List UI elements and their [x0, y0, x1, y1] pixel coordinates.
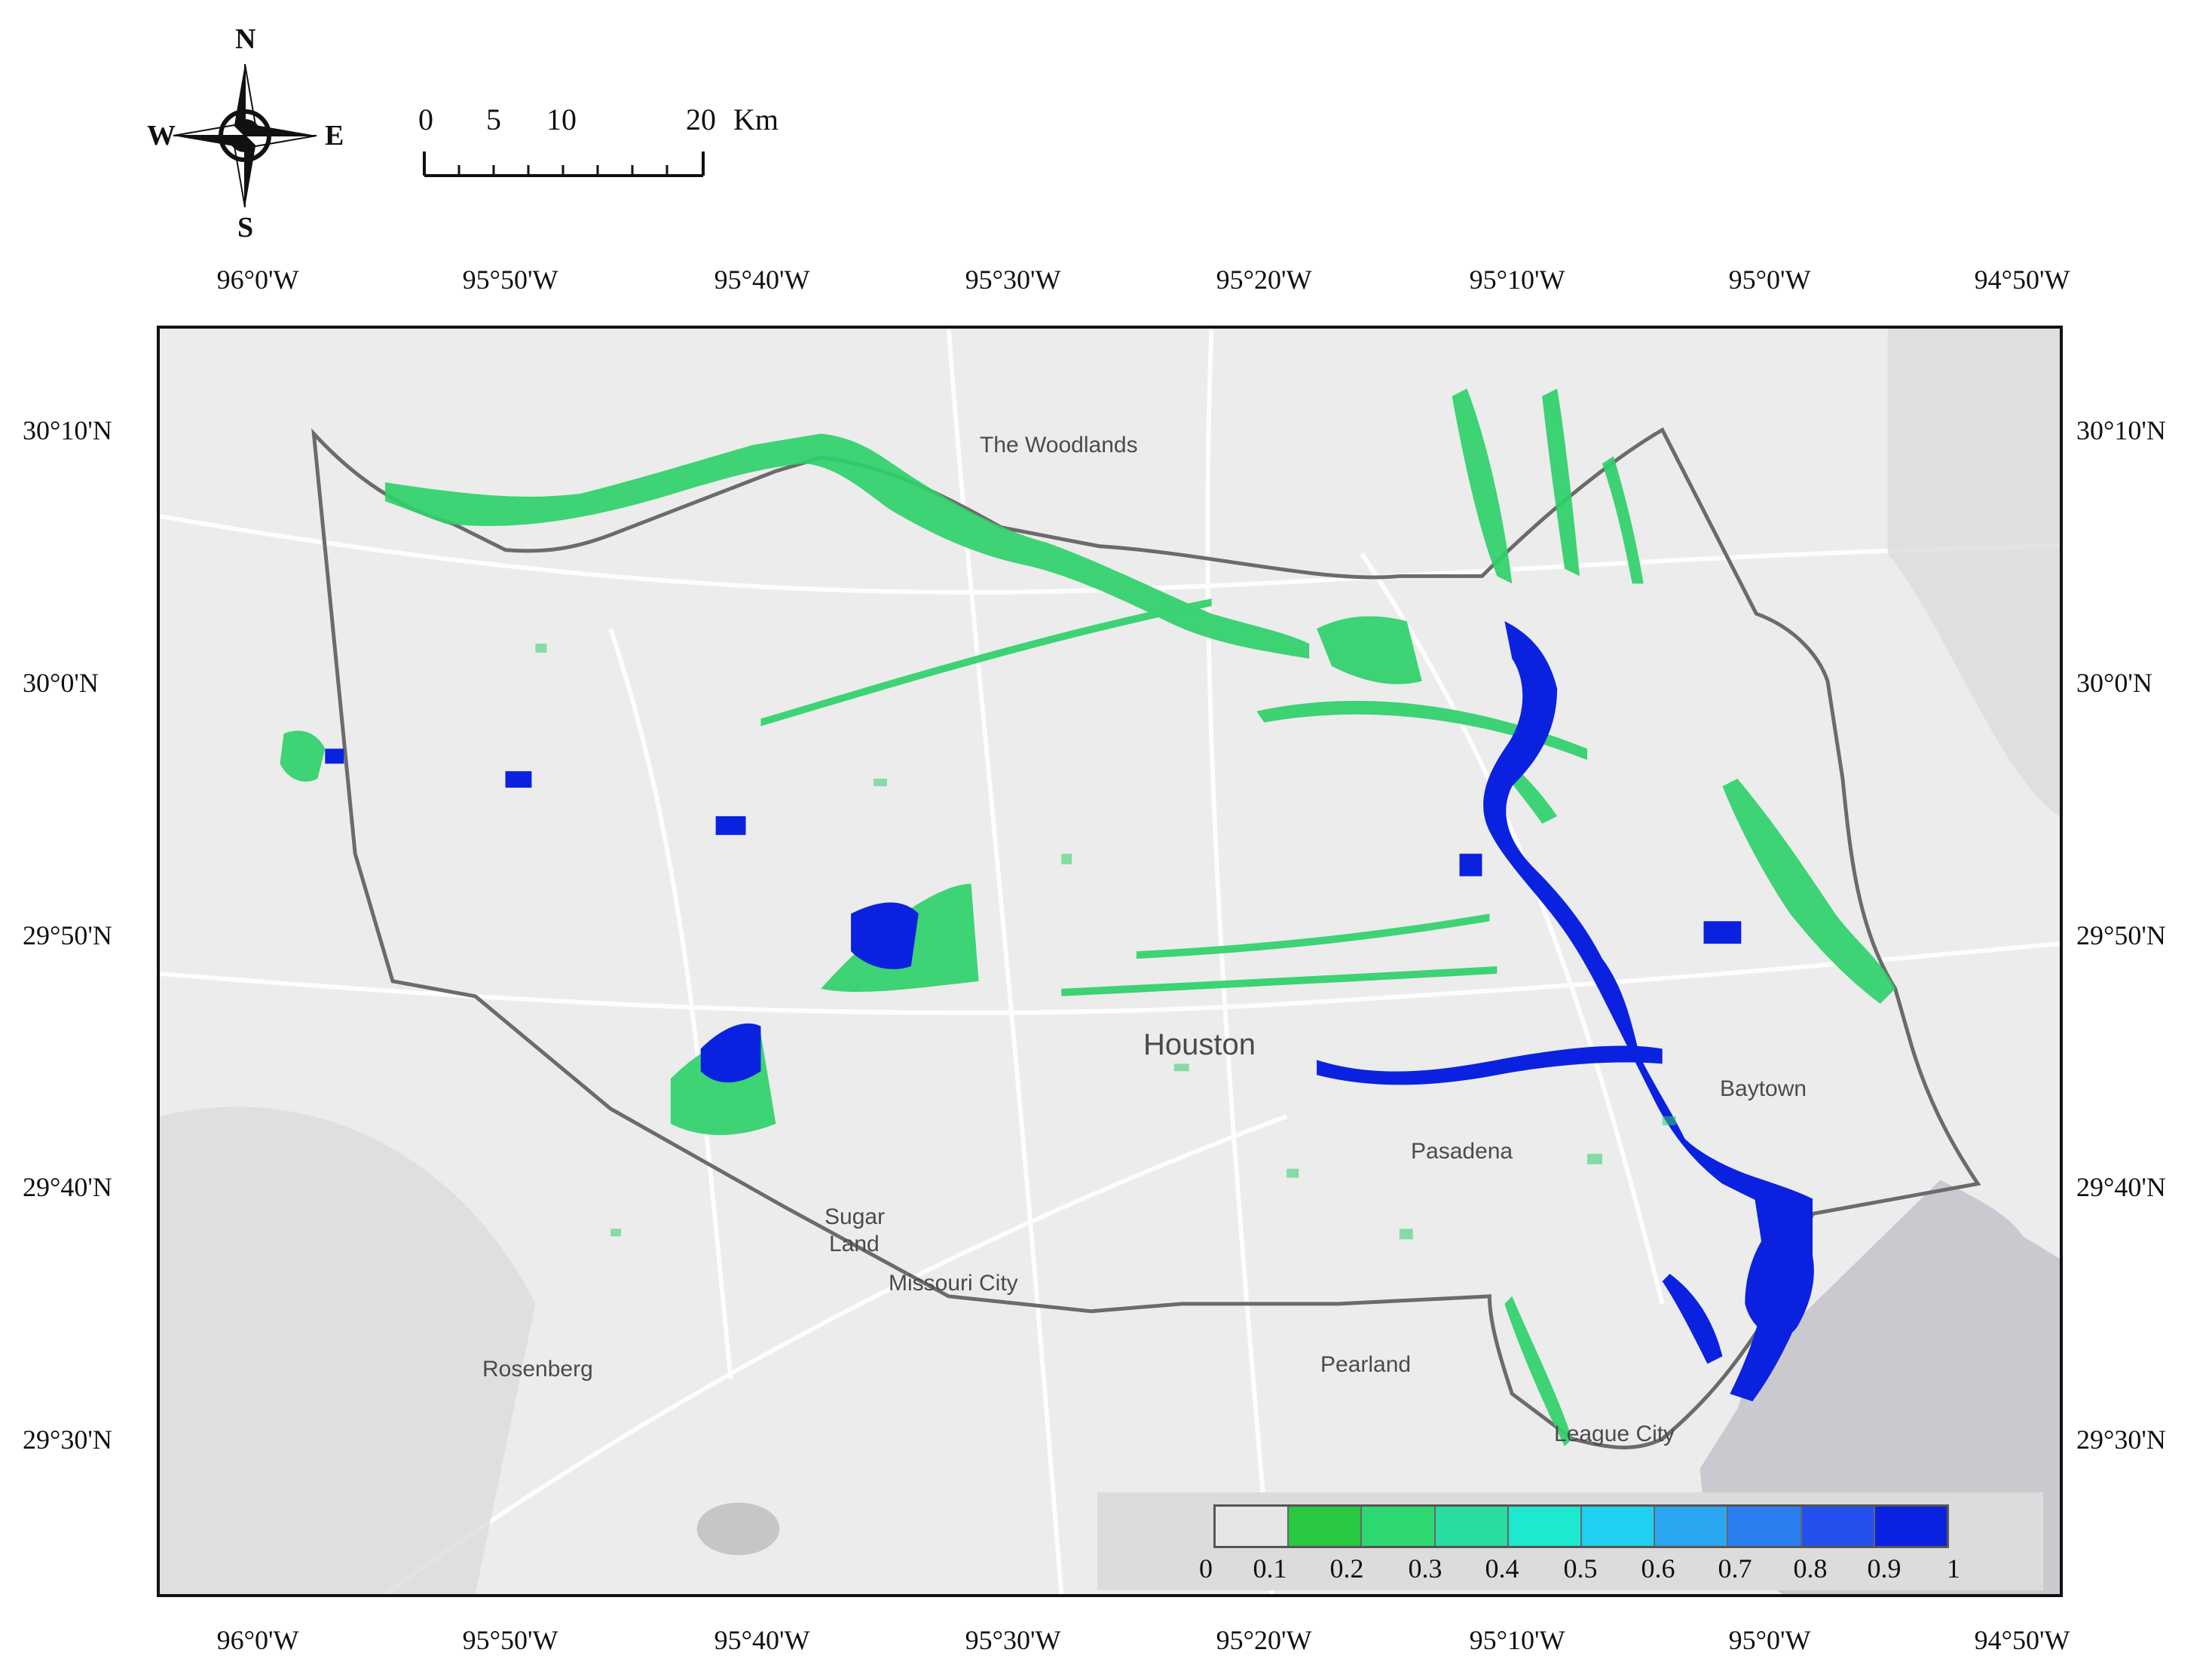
lon-bottom-label: 95°0'W	[1728, 1625, 1811, 1655]
lon-bottom-label: 95°10'W	[1469, 1625, 1565, 1655]
legend-swatch	[1216, 1507, 1290, 1546]
legend-tick: 0.6	[1641, 1553, 1675, 1584]
legend-tick: 0.7	[1718, 1553, 1752, 1584]
compass-north-label: N	[235, 23, 256, 55]
compass-rose: N S W E	[147, 23, 344, 243]
lon-top-label: 95°40'W	[714, 265, 810, 295]
lon-bottom-label: 95°30'W	[965, 1625, 1061, 1655]
lon-top-label: 95°30'W	[965, 265, 1061, 295]
road-network	[160, 329, 2060, 1594]
city-label: Houston	[1143, 1028, 1256, 1061]
city-label: League City	[1554, 1421, 1675, 1446]
map-frame: The Woodlands Houston Baytown Pasadena S…	[157, 326, 2063, 1597]
lon-bottom-label: 95°50'W	[462, 1625, 558, 1655]
lon-top-label: 95°0'W	[1728, 265, 1811, 295]
compass-east-label: E	[325, 120, 344, 151]
city-label: Pearland	[1320, 1352, 1412, 1377]
legend-tick: 0.4	[1485, 1553, 1519, 1584]
legend-swatch	[1874, 1507, 1947, 1546]
city-label: Land	[829, 1232, 880, 1256]
lat-right-label: 29°40'N	[2076, 1172, 2166, 1202]
scale-label-0: 0	[418, 103, 433, 136]
legend-swatch	[1508, 1507, 1583, 1546]
flood-high-probability	[325, 621, 1814, 1402]
scale-unit: Km	[733, 103, 779, 136]
compass-west-label: W	[147, 120, 176, 151]
lon-bottom-label: 95°40'W	[714, 1625, 810, 1655]
scale-label-20: 20	[686, 103, 716, 136]
city-label: Missouri City	[889, 1271, 1018, 1296]
lat-right-label: 29°30'N	[2076, 1425, 2166, 1455]
lon-top-label: 94°50'W	[1974, 265, 2070, 295]
legend-swatch	[1801, 1507, 1875, 1546]
legend-tick: 0.2	[1329, 1553, 1364, 1584]
scale-label-10: 10	[546, 103, 577, 136]
legend-tick: 1	[1947, 1553, 1960, 1584]
legend-swatch	[1582, 1507, 1656, 1546]
legend-swatch	[1362, 1507, 1436, 1546]
lat-left-label: 29°40'N	[23, 1172, 112, 1202]
galveston-bay	[1700, 1180, 2060, 1594]
legend-swatch	[1728, 1507, 1802, 1546]
probability-legend	[1213, 1504, 1949, 1548]
legend-tick: 0.3	[1408, 1553, 1443, 1584]
compass-rose-icon	[173, 63, 317, 208]
city-label: Sugar	[825, 1204, 886, 1229]
city-label: Pasadena	[1411, 1139, 1513, 1164]
lon-top-label: 96°0'W	[216, 265, 299, 295]
legend-swatch	[1435, 1507, 1509, 1546]
lat-left-label: 30°0'N	[23, 668, 99, 698]
legend-tick: 0.1	[1253, 1553, 1287, 1584]
legend-tick: 0.8	[1793, 1553, 1828, 1584]
lon-top-label: 95°10'W	[1469, 265, 1565, 295]
flood-probability-map	[160, 329, 2060, 1594]
lat-left-label: 29°30'N	[23, 1425, 112, 1455]
lat-left-label: 29°50'N	[23, 920, 112, 950]
scale-bar: 0 5 10 20 Km	[418, 102, 779, 185]
lon-bottom-label: 95°20'W	[1216, 1625, 1312, 1655]
scale-bar-ruler	[423, 151, 705, 177]
lon-top-label: 95°50'W	[462, 265, 558, 295]
legend-tick: 0.9	[1867, 1553, 1901, 1584]
legend-tick: 0	[1199, 1553, 1213, 1584]
lat-left-label: 30°10'N	[23, 415, 112, 445]
lat-right-label: 30°0'N	[2076, 668, 2152, 698]
terrain-shading	[160, 329, 2060, 1594]
scale-label-5: 5	[486, 103, 501, 136]
legend-swatch	[1289, 1507, 1363, 1546]
lat-right-label: 30°10'N	[2076, 415, 2166, 445]
compass-south-label: S	[237, 212, 254, 243]
lon-top-label: 95°20'W	[1216, 265, 1312, 295]
city-label: The Woodlands	[980, 433, 1138, 458]
lon-bottom-label: 96°0'W	[216, 1625, 299, 1655]
lon-bottom-label: 94°50'W	[1974, 1625, 2070, 1655]
city-label: Baytown	[1720, 1076, 1807, 1101]
city-label: Rosenberg	[482, 1357, 593, 1382]
legend-tick: 0.5	[1563, 1553, 1598, 1584]
flood-speckle	[535, 644, 1676, 1240]
lat-right-label: 29°50'N	[2076, 920, 2166, 950]
legend-swatch	[1655, 1507, 1729, 1546]
